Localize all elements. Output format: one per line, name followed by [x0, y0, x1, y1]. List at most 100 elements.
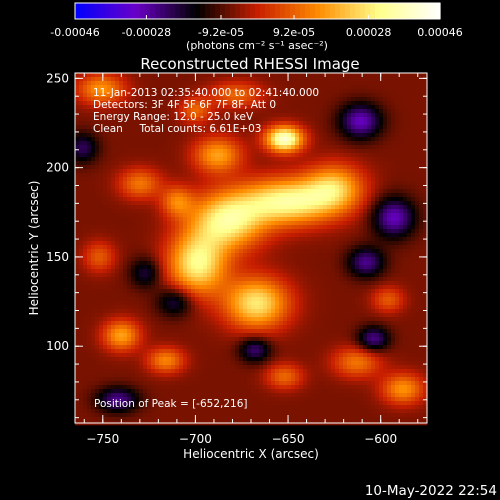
- heatmap-cell: [255, 73, 260, 78]
- heatmap-cell: [407, 205, 412, 210]
- heatmap-cell: [299, 213, 304, 218]
- heatmap-cell: [415, 145, 420, 150]
- heatmap-cell: [319, 101, 324, 106]
- heatmap-cell: [107, 281, 112, 286]
- heatmap-cell: [99, 213, 104, 218]
- heatmap-cell: [123, 185, 128, 190]
- heatmap-cell: [183, 93, 188, 98]
- heatmap-cell: [175, 225, 180, 230]
- heatmap-cell: [179, 269, 184, 274]
- heatmap-cell: [323, 277, 328, 282]
- heatmap-cell: [227, 205, 232, 210]
- heatmap-cell: [183, 161, 188, 166]
- heatmap-cell: [307, 145, 312, 150]
- heatmap-cell: [199, 249, 204, 254]
- heatmap-cell: [171, 193, 176, 198]
- heatmap-cell: [87, 253, 92, 258]
- heatmap-cell: [243, 273, 248, 278]
- heatmap-cell: [359, 213, 364, 218]
- heatmap-cell: [367, 261, 372, 266]
- heatmap-cell: [271, 137, 276, 142]
- heatmap-cell: [243, 161, 248, 166]
- heatmap-cell: [307, 245, 312, 250]
- heatmap-cell: [91, 265, 96, 270]
- colorbar-cell: [385, 3, 391, 19]
- heatmap-cell: [307, 237, 312, 242]
- heatmap-cell: [375, 289, 380, 294]
- heatmap-cell: [115, 97, 120, 102]
- heatmap-cell: [383, 193, 388, 198]
- heatmap-cell: [239, 133, 244, 138]
- heatmap-cell: [275, 241, 280, 246]
- heatmap-cell: [199, 281, 204, 286]
- heatmap-cell: [215, 169, 220, 174]
- heatmap-cell: [227, 129, 232, 134]
- heatmap-cell: [143, 169, 148, 174]
- heatmap-cell: [319, 257, 324, 262]
- heatmap-cell: [231, 73, 236, 78]
- heatmap-cell: [123, 93, 128, 98]
- heatmap-cell: [399, 181, 404, 186]
- heatmap-cell: [367, 253, 372, 258]
- heatmap-cell: [163, 169, 168, 174]
- heatmap-cell: [211, 273, 216, 278]
- heatmap-cell: [247, 285, 252, 290]
- heatmap-cell: [99, 109, 104, 114]
- heatmap-cell: [199, 125, 204, 130]
- heatmap-cell: [103, 109, 108, 114]
- heatmap-cell: [351, 261, 356, 266]
- heatmap-cell: [391, 157, 396, 162]
- heatmap-cell: [351, 277, 356, 282]
- heatmap-cell: [175, 277, 180, 282]
- heatmap-cell: [231, 277, 236, 282]
- heatmap-cell: [367, 277, 372, 282]
- heatmap-cell: [135, 145, 140, 150]
- heatmap-cell: [247, 137, 252, 142]
- heatmap-cell: [147, 193, 152, 198]
- heatmap-cell: [399, 253, 404, 258]
- heatmap-cell: [251, 121, 256, 126]
- heatmap-cell: [155, 89, 160, 94]
- heatmap-cell: [147, 209, 152, 214]
- heatmap-cell: [239, 269, 244, 274]
- heatmap-cell: [263, 105, 268, 110]
- heatmap-cell: [247, 133, 252, 138]
- heatmap-cell: [159, 149, 164, 154]
- heatmap-cell: [327, 281, 332, 286]
- heatmap-cell: [411, 133, 416, 138]
- heatmap-cell: [319, 173, 324, 178]
- heatmap-cell: [95, 293, 100, 298]
- heatmap-cell: [143, 189, 148, 194]
- heatmap-cell: [307, 205, 312, 210]
- heatmap-cell: [135, 237, 140, 242]
- heatmap-cell: [283, 153, 288, 158]
- heatmap-cell: [419, 125, 424, 130]
- heatmap-cell: [255, 185, 260, 190]
- heatmap-cell: [415, 101, 420, 106]
- heatmap-cell: [135, 121, 140, 126]
- heatmap-cell: [399, 77, 404, 82]
- heatmap-cell: [379, 81, 384, 86]
- heatmap-cell: [151, 177, 156, 182]
- heatmap-cell: [95, 97, 100, 102]
- heatmap-cell: [235, 137, 240, 142]
- heatmap-cell: [295, 149, 300, 154]
- heatmap-cell: [355, 105, 360, 110]
- heatmap-cell: [391, 205, 396, 210]
- heatmap-cell: [207, 165, 212, 170]
- heatmap-cell: [307, 213, 312, 218]
- heatmap-cell: [351, 189, 356, 194]
- heatmap-cell: [195, 169, 200, 174]
- heatmap-cell: [423, 181, 428, 186]
- heatmap-cell: [227, 105, 232, 110]
- heatmap-cell: [351, 221, 356, 226]
- heatmap-cell: [271, 165, 276, 170]
- heatmap-cell: [83, 245, 88, 250]
- heatmap-cell: [247, 121, 252, 126]
- heatmap-cell: [351, 241, 356, 246]
- heatmap-cell: [319, 261, 324, 266]
- heatmap-cell: [211, 149, 216, 154]
- heatmap-cell: [391, 221, 396, 226]
- heatmap-cell: [95, 161, 100, 166]
- heatmap-cell: [207, 261, 212, 266]
